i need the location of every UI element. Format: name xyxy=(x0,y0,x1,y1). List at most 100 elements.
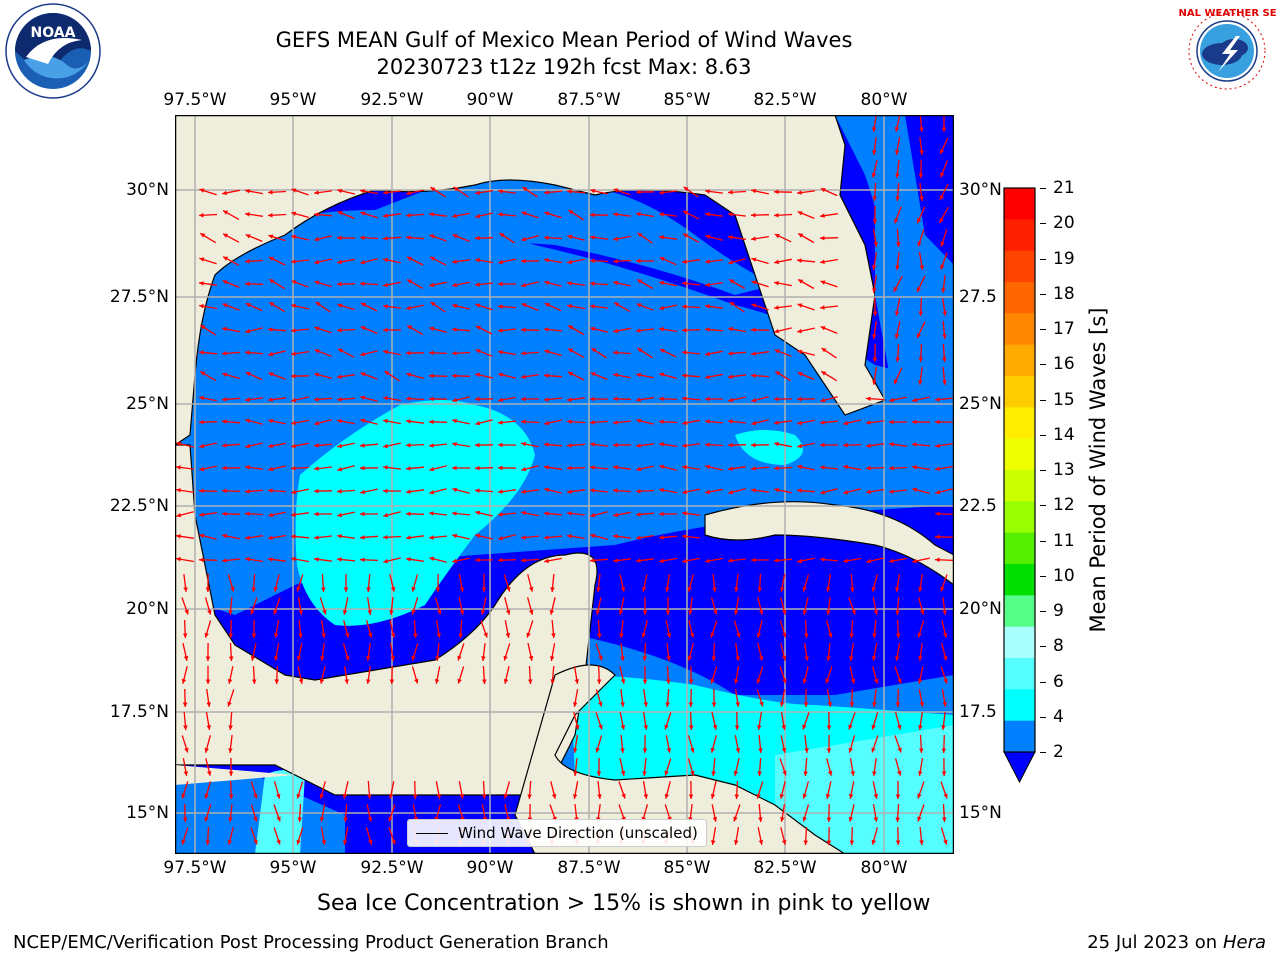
wind-arrow-head xyxy=(298,610,303,615)
wind-arrow-head xyxy=(802,609,808,615)
wind-arrow-head xyxy=(506,609,511,615)
wind-arrow-head xyxy=(590,420,595,425)
wind-arrow-head xyxy=(337,557,342,562)
wind-arrow-head xyxy=(751,257,757,262)
wind-arrow-head xyxy=(343,817,348,822)
wind-arrow-head xyxy=(475,533,481,539)
wind-arrow-head xyxy=(182,817,188,822)
wind-arrow-head xyxy=(729,301,735,307)
wind-arrow-head xyxy=(521,327,526,333)
wind-arrow-head xyxy=(820,442,825,448)
wind-arrow-head xyxy=(228,725,233,730)
wind-arrow-head xyxy=(872,380,877,385)
wind-arrow-head xyxy=(889,489,894,494)
wind-arrow-head xyxy=(782,632,787,638)
wind-arrow-head xyxy=(596,679,602,684)
wind-arrow-head xyxy=(573,794,578,799)
wind-arrow-head xyxy=(712,587,717,592)
wind-arrow-head xyxy=(941,725,946,730)
wind-arrow-head xyxy=(712,817,718,822)
wind-arrow-head xyxy=(688,794,694,799)
lon-label-top: 95°W xyxy=(269,90,317,110)
wind-arrow-head xyxy=(780,817,785,822)
wind-arrow-head xyxy=(321,587,326,592)
wind-arrow-head xyxy=(613,372,618,378)
wind-arrow-head xyxy=(797,443,802,449)
wind-arrow-head xyxy=(291,188,297,193)
wind-arrow-head xyxy=(895,265,900,270)
wind-arrow-head xyxy=(613,259,618,264)
wind-arrow-head xyxy=(459,794,465,799)
wind-arrow-head xyxy=(567,304,572,309)
lat-label-right: 17.5 xyxy=(959,702,997,722)
wind-arrow-head xyxy=(384,371,390,376)
wind-arrow-head xyxy=(682,511,687,516)
wind-arrow-head xyxy=(735,702,740,707)
wind-arrow-head xyxy=(912,442,917,447)
wind-arrow-head xyxy=(682,259,687,264)
wind-arrow-head xyxy=(872,150,877,155)
wind-arrow-head xyxy=(245,511,250,516)
wind-arrow-head xyxy=(567,234,573,240)
wind-arrow-head xyxy=(452,234,458,239)
colorbar-tick-mark xyxy=(1040,681,1046,683)
wind-arrow-head xyxy=(943,793,948,799)
wind-arrow-head xyxy=(452,442,457,447)
wind-arrow-head xyxy=(452,282,457,288)
wind-arrow-head xyxy=(314,236,320,242)
wind-arrow-head xyxy=(682,534,687,539)
wind-arrow-head xyxy=(872,219,878,224)
wind-arrow-head xyxy=(895,840,901,845)
wind-arrow-head xyxy=(199,557,204,563)
ocean-zone-cyan-east xyxy=(735,430,803,465)
wind-arrow-head xyxy=(664,770,669,776)
wind-arrow-head xyxy=(269,279,275,284)
wind-arrow-head xyxy=(383,213,388,218)
wind-arrow-head xyxy=(298,633,303,638)
wind-arrow-head xyxy=(798,233,804,238)
wind-arrow-head xyxy=(273,609,278,615)
wind-arrow-head xyxy=(452,259,457,264)
wind-arrow-head xyxy=(459,587,464,592)
wind-arrow-head xyxy=(820,235,825,241)
wind-arrow-head xyxy=(314,443,319,448)
wind-arrow-head xyxy=(183,725,188,730)
wind-arrow-head xyxy=(337,188,343,194)
wind-arrow-head xyxy=(568,348,574,353)
wind-arrow-head xyxy=(620,748,625,753)
colorbar-extend-triangle xyxy=(1003,751,1036,784)
wind-arrow-head xyxy=(733,770,739,776)
wind-arrow-head xyxy=(636,466,642,472)
wind-arrow-head xyxy=(889,397,894,403)
wind-arrow-head xyxy=(803,702,809,707)
wind-arrow-head xyxy=(826,725,832,730)
wind-arrow-head xyxy=(872,633,877,638)
wind-arrow-head xyxy=(337,211,343,216)
wind-arrow-head xyxy=(659,212,664,217)
wind-arrow-head xyxy=(710,632,715,638)
wind-arrow-head xyxy=(498,512,503,517)
wind-arrow-head xyxy=(245,465,250,470)
colorbar-tick-mark xyxy=(1040,258,1046,260)
wind-arrow-head xyxy=(590,558,595,563)
wind-arrow-head xyxy=(713,609,718,615)
wind-arrow-head xyxy=(406,350,411,356)
wind-arrow-head xyxy=(360,465,365,471)
colorbar-tick-mark xyxy=(1040,752,1046,753)
wind-arrow-head xyxy=(920,609,925,615)
wind-arrow-head xyxy=(919,748,924,753)
wind-arrow-head xyxy=(319,793,324,799)
wind-arrow-head xyxy=(797,211,803,216)
wind-arrow-head xyxy=(268,418,273,424)
wind-arrow-head xyxy=(897,770,902,776)
wind-arrow-head xyxy=(223,256,229,261)
colorbar-tick-label: 14 xyxy=(1053,424,1075,445)
wind-arrow-head xyxy=(544,303,550,308)
wind-arrow-head xyxy=(935,489,941,495)
wind-arrow-head xyxy=(935,419,940,425)
wind-arrow-head xyxy=(230,586,235,592)
colorbar-tick-label: 8 xyxy=(1053,636,1064,657)
wind-arrow-head xyxy=(756,793,761,799)
wind-arrow-head xyxy=(176,512,182,518)
wind-arrow-head xyxy=(498,372,504,378)
